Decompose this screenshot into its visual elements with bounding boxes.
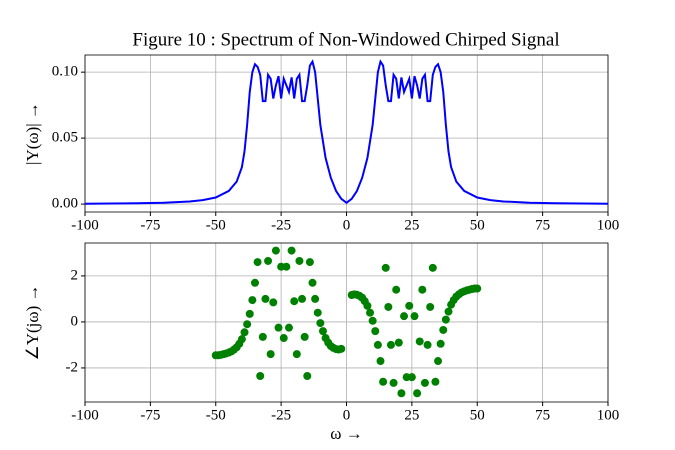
point <box>436 339 445 348</box>
point <box>434 357 443 366</box>
x-tick-label: -75 <box>140 217 160 233</box>
point <box>266 350 275 359</box>
point <box>444 307 453 316</box>
point <box>300 332 309 341</box>
point <box>386 340 395 349</box>
x-tick-label: -50 <box>206 217 226 233</box>
point <box>313 308 322 317</box>
x-tick-label: -25 <box>271 217 291 233</box>
x-tick-label: 0 <box>343 407 351 423</box>
point <box>400 312 409 321</box>
y-tick-label: 0.05 <box>52 130 78 146</box>
x-tick-label: -100 <box>71 407 99 423</box>
x-tick-label: -50 <box>206 407 226 423</box>
point <box>284 323 293 332</box>
point <box>311 294 320 303</box>
y-tick-label: 0 <box>71 313 79 329</box>
x-tick-label: 100 <box>597 407 620 423</box>
x-axis-label: ω → <box>330 424 362 443</box>
point <box>426 302 435 311</box>
point <box>397 389 406 398</box>
line <box>84 59 609 205</box>
point <box>240 328 249 337</box>
point <box>381 263 390 272</box>
point <box>368 316 377 325</box>
x-tick-label: 50 <box>470 407 485 423</box>
x-tick-label: 50 <box>470 217 485 233</box>
point <box>394 338 403 347</box>
point <box>407 373 416 382</box>
point <box>316 319 325 328</box>
point <box>371 327 380 336</box>
point <box>253 258 262 267</box>
x-tick-label: -25 <box>271 407 291 423</box>
point <box>292 350 301 359</box>
y-tick-label: 2 <box>71 267 79 283</box>
point <box>418 285 427 294</box>
point <box>271 246 280 255</box>
x-tick-label: -100 <box>71 217 99 233</box>
point <box>428 263 437 272</box>
point <box>473 284 482 293</box>
point <box>318 327 327 336</box>
point <box>308 278 317 287</box>
x-tick-label: 75 <box>535 407 550 423</box>
y-tick-label: 0.00 <box>52 196 78 212</box>
point <box>269 298 278 307</box>
point <box>243 320 252 329</box>
point <box>389 378 398 387</box>
point <box>373 340 382 349</box>
x-tick-label: 100 <box>597 217 620 233</box>
point <box>250 278 259 287</box>
x-tick-label: 25 <box>404 407 419 423</box>
point <box>441 315 450 324</box>
point <box>261 294 270 303</box>
chart-title: Figure 10 : Spectrum of Non-Windowed Chi… <box>132 29 559 50</box>
point <box>274 323 283 332</box>
point <box>337 344 346 353</box>
point <box>248 296 257 305</box>
y-tick-label: 0.10 <box>52 64 78 80</box>
point <box>264 256 273 265</box>
point <box>245 309 254 318</box>
point <box>287 246 296 255</box>
point <box>303 371 312 380</box>
point <box>295 256 304 265</box>
y-axis-label: ∠Y(jω) → <box>23 284 42 360</box>
y-tick-label: -2 <box>66 359 79 375</box>
point <box>376 357 385 366</box>
point <box>413 389 422 398</box>
point <box>298 294 307 303</box>
point <box>363 301 372 310</box>
x-tick-label: 75 <box>535 217 550 233</box>
point <box>258 332 267 341</box>
point <box>431 377 440 386</box>
y-axis-label: |Y(ω)| → <box>23 102 42 165</box>
point <box>366 308 375 317</box>
point <box>392 285 401 294</box>
point <box>290 297 299 306</box>
point <box>423 340 432 349</box>
point <box>279 334 288 343</box>
axes-frame <box>84 54 609 213</box>
point <box>415 337 424 346</box>
point <box>305 258 314 267</box>
axes-frame <box>84 242 609 403</box>
x-tick-label: 25 <box>404 217 419 233</box>
x-tick-label: 0 <box>343 217 351 233</box>
point <box>384 302 393 311</box>
point <box>237 335 246 344</box>
point <box>379 377 388 386</box>
point <box>256 371 265 380</box>
point <box>420 378 429 387</box>
point <box>405 301 414 310</box>
point <box>439 325 448 334</box>
x-tick-label: -75 <box>140 407 160 423</box>
point <box>410 312 419 321</box>
point <box>282 262 291 271</box>
